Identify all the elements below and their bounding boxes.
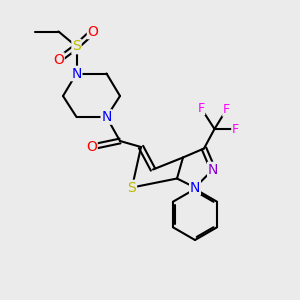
Text: N: N — [190, 181, 200, 194]
Text: F: F — [232, 122, 239, 136]
Text: F: F — [197, 101, 205, 115]
Text: F: F — [223, 103, 230, 116]
Text: N: N — [101, 110, 112, 124]
Text: S: S — [128, 181, 136, 194]
Text: O: O — [53, 53, 64, 67]
Text: O: O — [86, 140, 97, 154]
Text: N: N — [71, 67, 82, 80]
Text: N: N — [208, 163, 218, 176]
Text: S: S — [72, 40, 81, 53]
Text: O: O — [88, 25, 98, 38]
